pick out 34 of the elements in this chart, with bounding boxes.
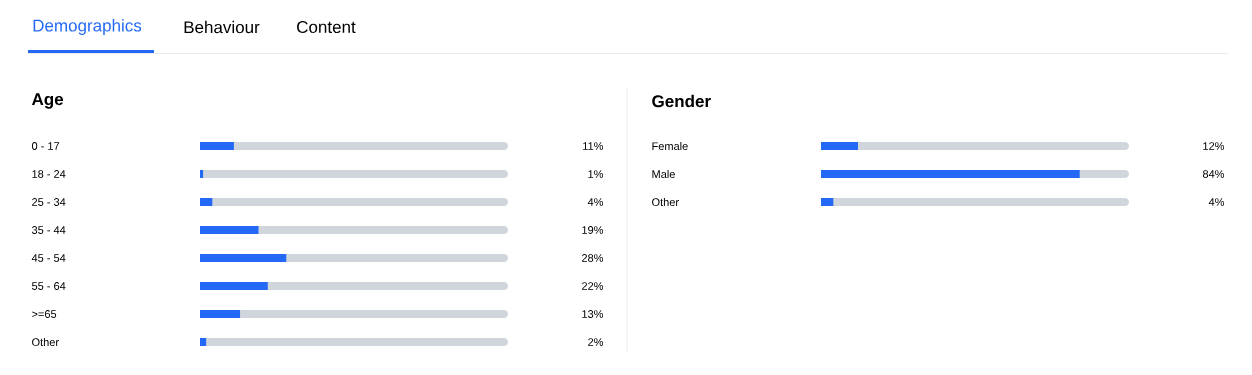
y-tick-label: 45 - 54	[31, 254, 66, 262]
text: Gender	[652, 94, 711, 108]
y-tick-label: Other	[32, 337, 59, 347]
y-tick-label: 25 - 34	[32, 198, 66, 206]
text: Behaviour	[184, 20, 260, 34]
y-tick-label: 0 - 17	[31, 142, 60, 150]
data-label: 13%	[582, 310, 604, 318]
bar	[200, 310, 241, 319]
data-label: 19%	[582, 226, 604, 234]
data-label: 1%	[588, 170, 604, 178]
y-tick-label: Other	[652, 197, 679, 207]
bar	[200, 170, 204, 178]
y-tick-label: >=65	[32, 310, 57, 318]
y-tick-label: Female	[652, 141, 688, 151]
text: Content	[297, 20, 356, 34]
bar	[200, 282, 268, 291]
bar	[200, 338, 207, 347]
data-label: 84%	[1202, 170, 1225, 178]
data-label: 11%	[583, 142, 604, 150]
data-label: 22%	[582, 282, 604, 290]
text: Age	[31, 93, 64, 109]
data-label: 4%	[587, 198, 604, 206]
data-label: 4%	[1208, 198, 1225, 206]
data-label: 12%	[1203, 142, 1225, 150]
y-tick-label: Male	[652, 169, 675, 179]
bar	[200, 226, 259, 235]
data-label: 28%	[582, 254, 604, 262]
bar	[200, 198, 213, 207]
bar	[200, 142, 234, 151]
y-tick-label: 18 - 24	[32, 170, 66, 178]
text: Demographics	[33, 19, 142, 35]
data-label: 2%	[588, 338, 604, 346]
y-tick-label: 55 - 64	[31, 282, 66, 290]
y-tick-label: 35 - 44	[31, 226, 66, 234]
